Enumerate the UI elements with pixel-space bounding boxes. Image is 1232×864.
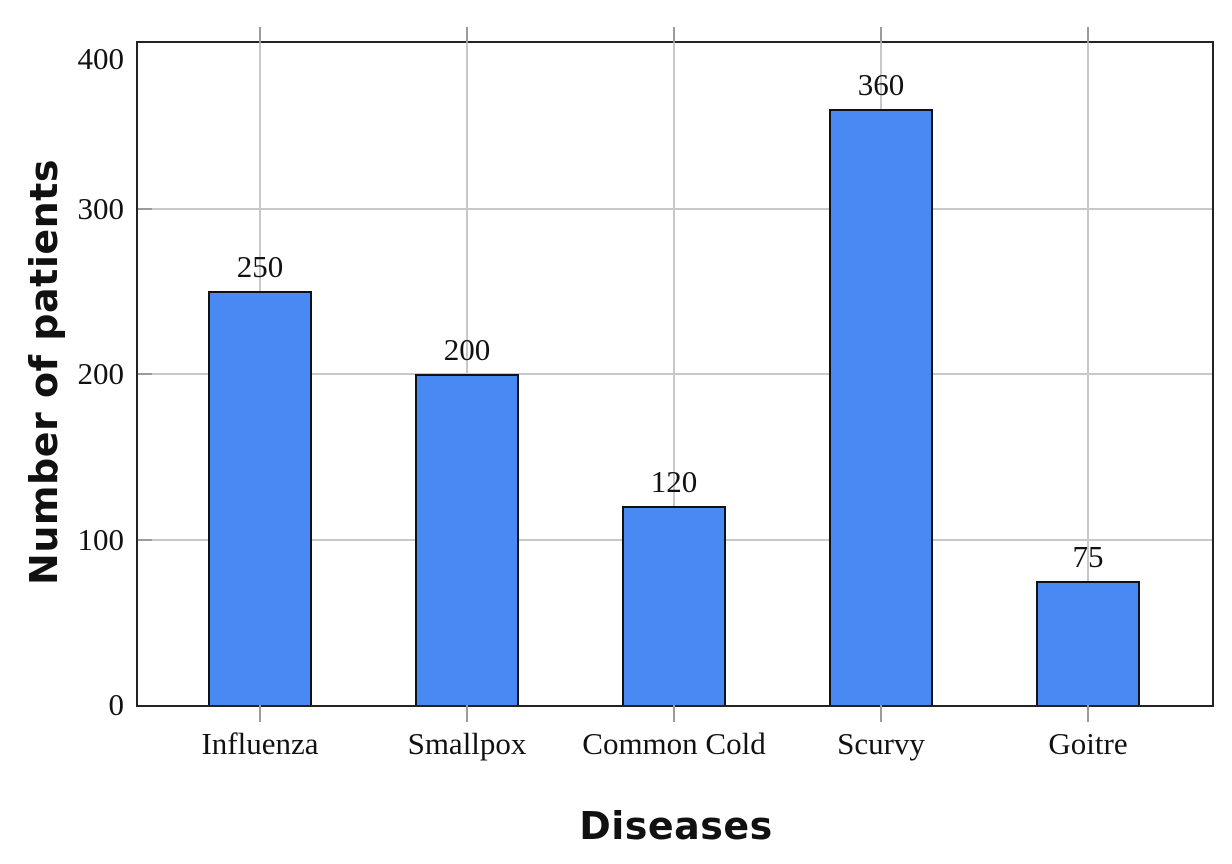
bar-value-label: 250: [236, 249, 284, 285]
bar: [1036, 580, 1140, 705]
top-tick-mark: [259, 27, 261, 43]
x-tick-label: Common Cold: [582, 726, 766, 761]
top-tick-mark: [880, 27, 882, 43]
x-tick-label: Influenza: [201, 726, 319, 761]
bar: [622, 506, 726, 705]
y-tick-mark: [138, 373, 152, 375]
x-tick-mark: [259, 705, 261, 722]
y-tick-label: 0: [108, 687, 125, 722]
y-tick-mark: [138, 207, 152, 210]
x-tick-label: Goitre: [1048, 726, 1128, 761]
y-tick-label: 200: [77, 356, 125, 391]
x-tick-label: Scurvy: [837, 726, 925, 761]
bar-value-label: 360: [857, 67, 905, 103]
x-axis-title: Diseases: [579, 804, 773, 848]
y-tick-label: 100: [77, 521, 125, 557]
v-gridline: [1087, 43, 1089, 705]
x-tick-mark: [1087, 705, 1089, 722]
bar-value-label: 75: [1072, 538, 1104, 574]
v-gridline: [673, 43, 675, 705]
y-tick-label: 400: [77, 41, 125, 76]
y-tick-label: 300: [77, 190, 125, 226]
top-tick-mark: [1087, 27, 1089, 43]
h-gridline: [138, 373, 1212, 375]
x-tick-mark: [880, 705, 882, 722]
y-tick-mark: [138, 538, 152, 541]
bar: [415, 374, 519, 705]
top-tick-mark: [466, 27, 468, 43]
bar: [208, 291, 312, 705]
h-gridline: [138, 207, 1212, 210]
x-tick-label: Smallpox: [407, 726, 527, 761]
bar: [829, 109, 933, 705]
x-tick-mark: [466, 705, 468, 722]
bar-value-label: 200: [443, 332, 491, 367]
top-tick-mark: [673, 27, 675, 43]
x-tick-mark: [673, 705, 675, 722]
bar-value-label: 120: [650, 464, 698, 500]
